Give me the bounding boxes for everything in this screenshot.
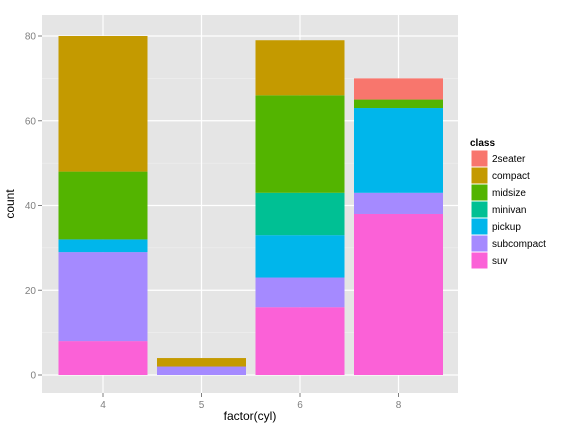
bar-segment-compact [58, 36, 148, 172]
x-tick-label: 6 [297, 400, 303, 411]
bar-segment-midsize [58, 171, 148, 240]
bar-segment-2seater [354, 78, 443, 100]
legend-key-compact [470, 166, 489, 185]
legend-key-midsize [470, 183, 489, 202]
y-tick-label: 0 [30, 371, 36, 382]
y-tick-label: 60 [25, 116, 37, 127]
bar-segment-subcompact [157, 366, 246, 375]
legend-label: pickup [492, 222, 521, 233]
bar-segment-subcompact [255, 277, 345, 308]
x-tick-label: 4 [100, 400, 106, 411]
bar-segment-midsize [354, 99, 443, 109]
bar-segment-suv [255, 307, 345, 375]
x-tick-label: 8 [396, 400, 402, 411]
legend: class 2seater compact midsize minivan pickup… [470, 138, 546, 270]
bar-segment-pickup [354, 108, 443, 193]
legend-key-subcompact [470, 234, 489, 253]
bar-segment-suv [354, 213, 443, 375]
legend-label: 2seater [492, 154, 526, 165]
legend-key-minivan [470, 200, 489, 219]
x-axis-ticks: 4 5 6 8 [100, 393, 402, 411]
bar-segment-compact [157, 358, 246, 367]
legend-label: midsize [492, 188, 526, 199]
legend-label: suv [492, 256, 508, 267]
bars [58, 36, 443, 375]
bar-segment-compact [255, 40, 345, 96]
y-tick-label: 20 [25, 286, 37, 297]
bar-segment-subcompact [58, 252, 148, 342]
bar-segment-pickup [58, 239, 148, 253]
x-tick-label: 5 [199, 400, 205, 411]
legend-label: compact [492, 171, 530, 182]
bar-segment-subcompact [354, 192, 443, 214]
bar-segment-pickup [255, 235, 345, 278]
y-tick-label: 80 [25, 32, 37, 43]
legend-label: minivan [492, 205, 526, 216]
legend-label: subcompact [492, 239, 546, 250]
bar-segment-minivan [255, 192, 345, 236]
legend-key-pickup [470, 217, 489, 236]
legend-key-suv [470, 251, 489, 270]
bar-segment-suv [58, 341, 148, 375]
y-tick-label: 40 [25, 201, 37, 212]
legend-key-2seater [470, 149, 489, 168]
y-axis-ticks: 0 20 40 60 80 [25, 32, 42, 382]
bar-segment-midsize [255, 95, 345, 193]
legend-title: class [470, 138, 495, 149]
y-axis-title: count [3, 189, 17, 219]
x-axis-title: factor(cyl) [224, 409, 277, 423]
